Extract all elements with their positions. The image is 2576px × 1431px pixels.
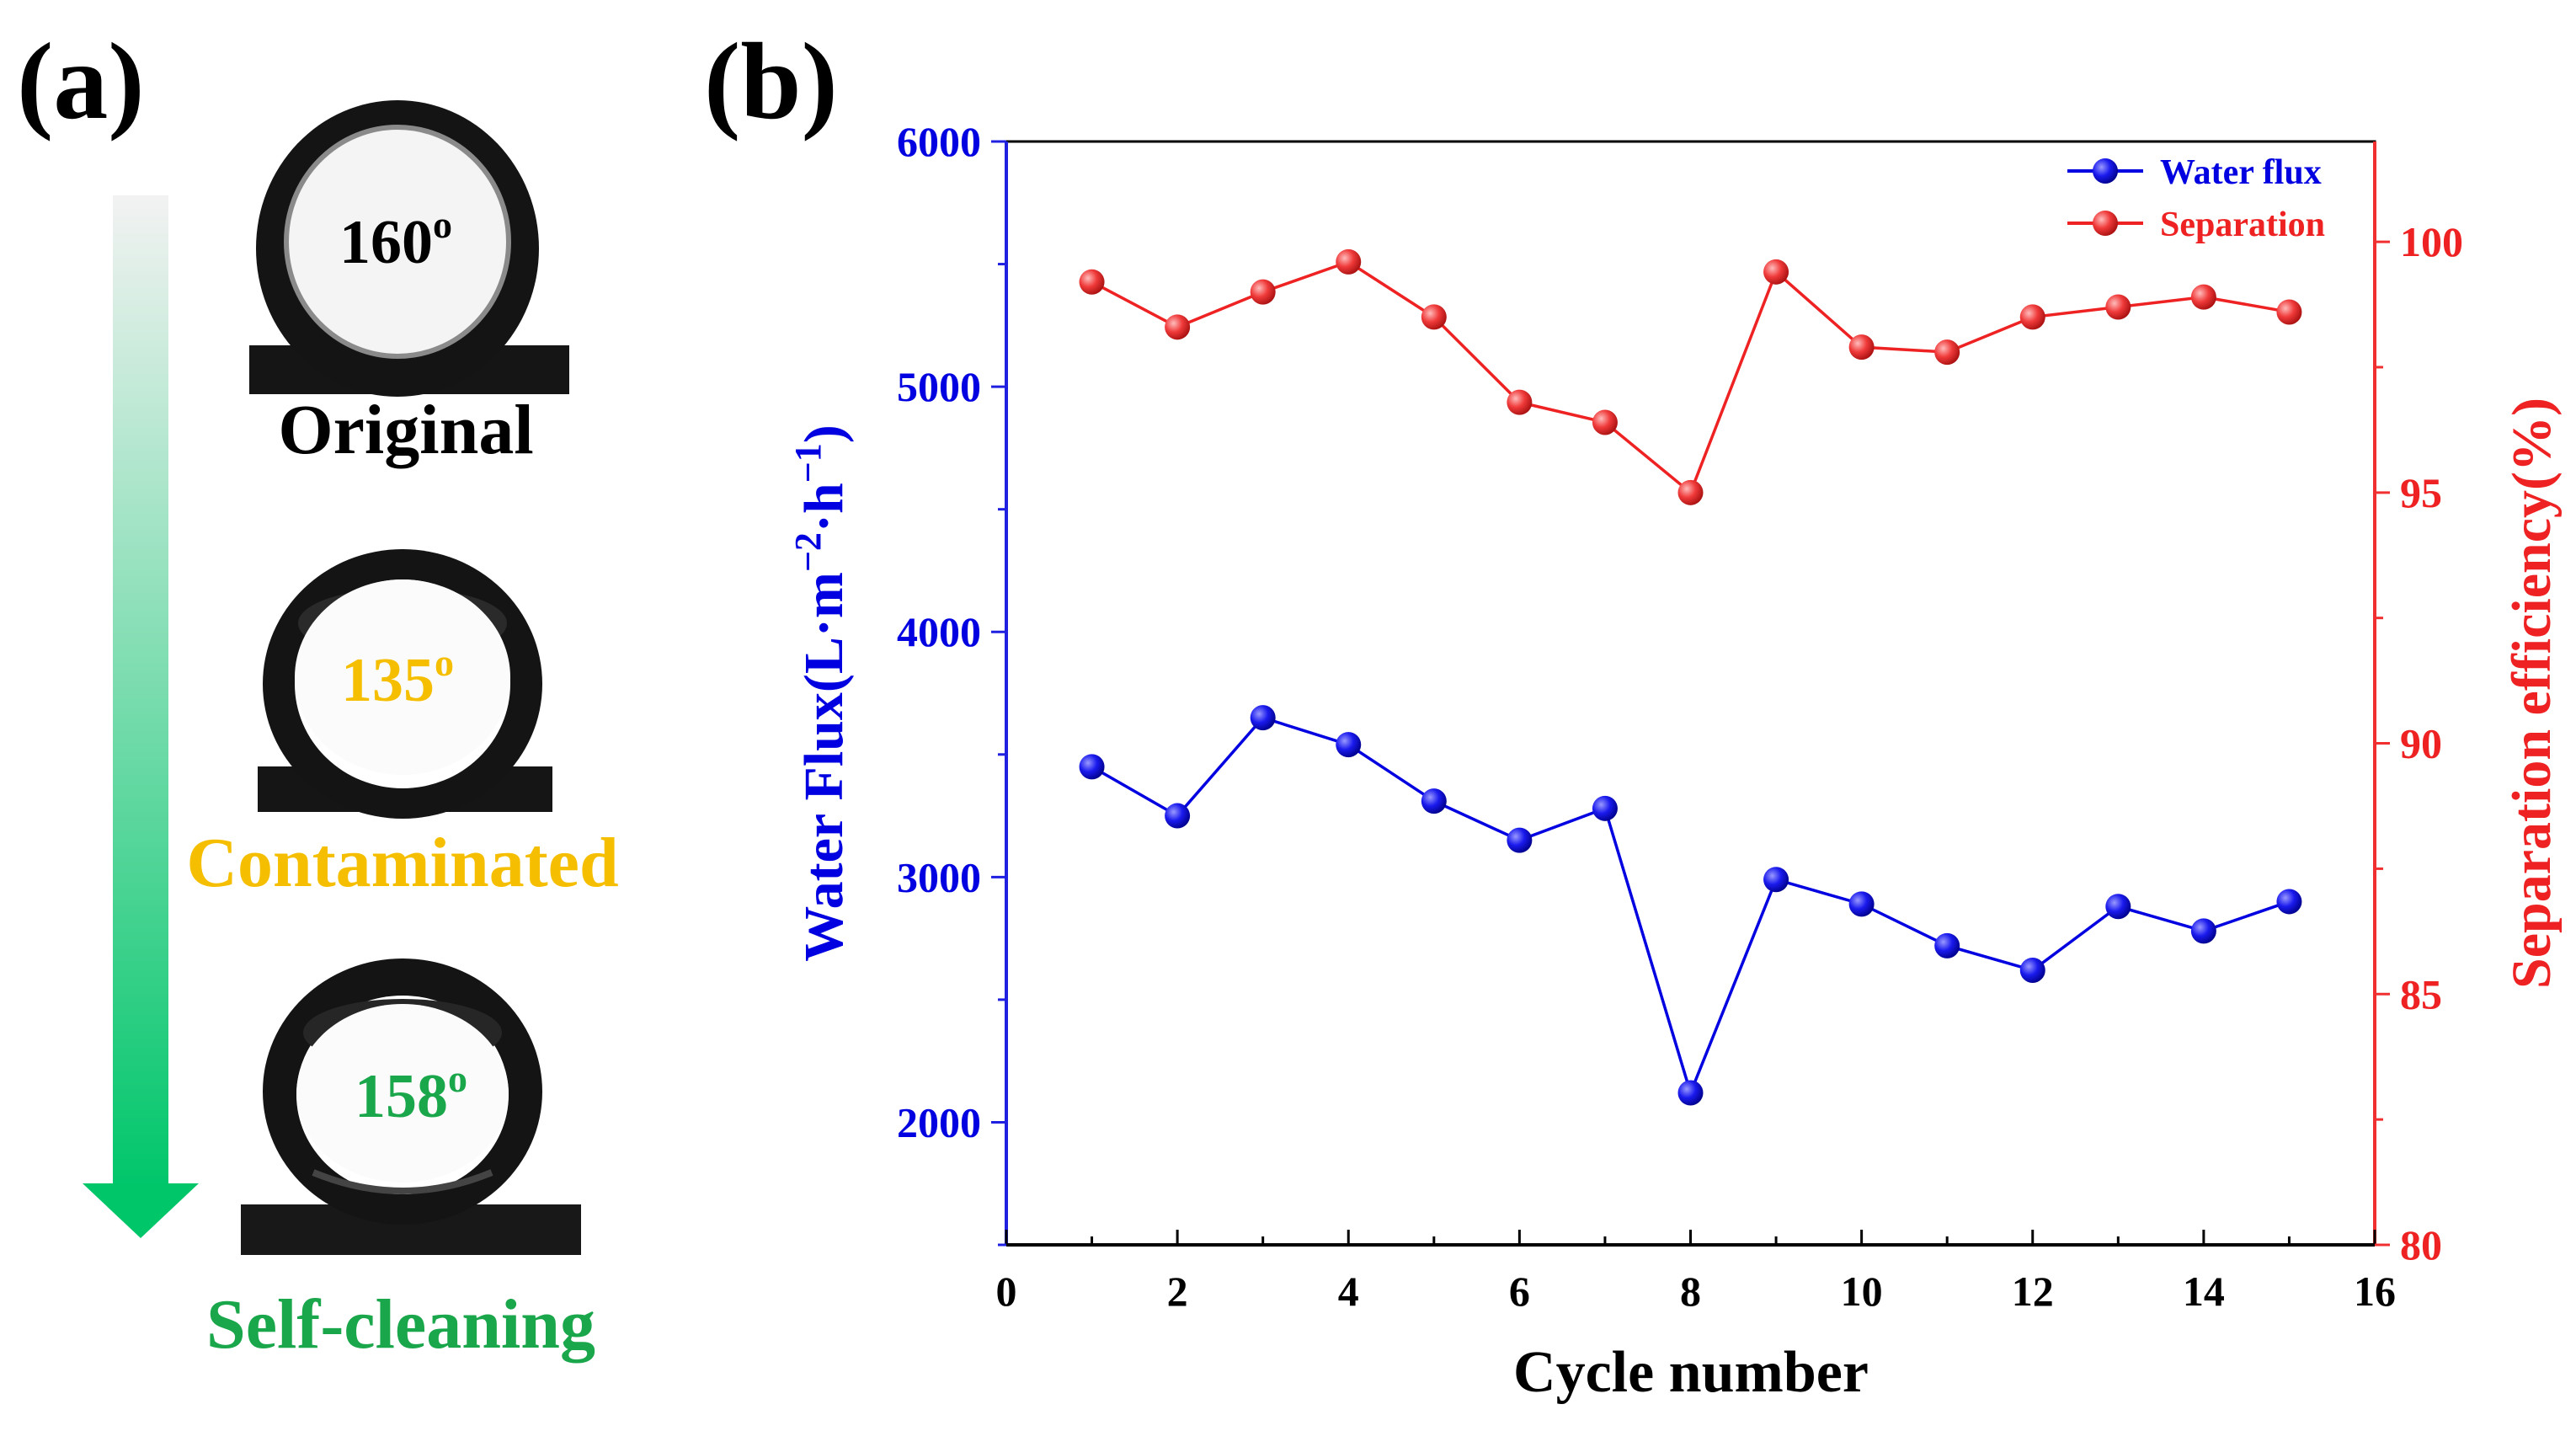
data-point-water-flux <box>1079 754 1105 780</box>
data-point-separation <box>1763 259 1789 285</box>
data-point-separation <box>1848 334 1875 360</box>
right-y-axis-ticks: 80 85 90 95 100 <box>2375 218 2463 1268</box>
right-y-tick-label: 80 <box>2400 1221 2442 1268</box>
data-point-separation <box>1165 314 1191 340</box>
x-tick-label: 6 <box>1509 1268 1530 1315</box>
right-y-tick-label: 100 <box>2400 218 2463 265</box>
panel-b: (b) 0 2 4 6 8 10 12 14 16 2000 3000 4000 5000 6000 8… <box>704 21 2563 1405</box>
left-y-tick-label: 6000 <box>897 118 981 165</box>
data-point-separation <box>1250 279 1276 305</box>
data-point-separation <box>1079 269 1105 295</box>
data-point-water-flux <box>1336 732 1362 758</box>
data-point-water-flux <box>1507 827 1533 853</box>
data-point-separation <box>1592 409 1618 435</box>
data-point-separation <box>1336 248 1362 275</box>
data-point-separation <box>2019 304 2045 330</box>
legend-label-water-flux: Water flux <box>2160 153 2322 192</box>
droplet-image-original <box>249 100 569 397</box>
series-lines <box>1091 259 2291 1097</box>
data-point-water-flux <box>1592 795 1618 821</box>
x-tick-label: 12 <box>2012 1268 2054 1315</box>
data-point-water-flux <box>1677 1080 1704 1106</box>
data-point-separation <box>2105 294 2131 320</box>
data-point-water-flux <box>2019 957 2045 983</box>
series-points <box>1079 248 2302 1106</box>
data-point-water-flux <box>1165 803 1191 829</box>
droplet-image-contaminated <box>258 549 552 819</box>
right-y-tick-label: 90 <box>2400 720 2442 767</box>
contact-angle-original: 160o <box>339 203 452 277</box>
data-point-water-flux <box>2105 894 2131 920</box>
right-y-axis-title: Separation efficiency(%) <box>2501 398 2563 989</box>
x-tick-label: 16 <box>2354 1268 2396 1315</box>
left-y-tick-label: 2000 <box>897 1098 981 1145</box>
data-point-separation <box>1421 304 1447 330</box>
panel-a: (a) 160o Original 135o Contaminated <box>17 21 619 1364</box>
left-y-tick-label: 4000 <box>897 608 981 655</box>
plot-frame <box>1005 140 2376 1247</box>
stage-caption-original: Original <box>278 391 533 469</box>
data-point-water-flux <box>1848 891 1875 917</box>
data-point-water-flux <box>1934 932 1960 958</box>
left-y-tick-label: 5000 <box>897 363 981 410</box>
data-point-water-flux <box>1250 705 1276 731</box>
right-y-tick-label: 95 <box>2400 469 2442 516</box>
process-arrow <box>83 195 199 1238</box>
data-point-separation <box>2190 284 2216 310</box>
x-axis-title: Cycle number <box>1513 1340 1869 1405</box>
contact-angle-self-cleaning: 158o <box>355 1057 467 1131</box>
panel-a-label: (a) <box>17 21 145 142</box>
x-tick-label: 8 <box>1680 1268 1701 1315</box>
data-point-water-flux <box>1763 867 1789 893</box>
x-tick-label: 4 <box>1338 1268 1359 1315</box>
legend: Water flux Separation <box>2067 153 2325 244</box>
data-point-separation <box>1677 479 1704 505</box>
legend-item-water-flux: Water flux <box>2067 153 2322 192</box>
data-point-separation <box>2276 299 2302 325</box>
left-y-tick-label: 3000 <box>897 853 981 900</box>
data-point-separation <box>1507 389 1533 415</box>
x-axis-ticks: 0 2 4 6 8 10 12 14 16 <box>996 1230 2396 1315</box>
chart-area: 0 2 4 6 8 10 12 14 16 2000 3000 4000 5000 6000 80 85 9… <box>787 118 2563 1405</box>
left-y-axis-ticks: 2000 3000 4000 5000 6000 <box>897 118 1006 1247</box>
stage-caption-self-cleaning: Self-cleaning <box>206 1285 595 1364</box>
x-tick-label: 10 <box>1841 1268 1883 1315</box>
legend-label-separation: Separation <box>2160 206 2325 244</box>
panel-b-label: (b) <box>704 21 838 142</box>
data-point-water-flux <box>2276 889 2302 915</box>
data-point-water-flux <box>2190 918 2216 944</box>
stage-caption-contaminated: Contaminated <box>186 824 618 902</box>
x-tick-label: 2 <box>1167 1268 1188 1315</box>
x-tick-label: 0 <box>996 1268 1017 1315</box>
legend-item-separation: Separation <box>2067 206 2325 244</box>
data-point-separation <box>1934 339 1960 366</box>
right-y-tick-label: 85 <box>2400 970 2442 1017</box>
contact-angle-contaminated: 135o <box>341 641 454 715</box>
droplet-image-self-cleaning <box>241 958 581 1255</box>
data-point-water-flux <box>1421 788 1447 814</box>
x-tick-label: 14 <box>2183 1268 2225 1315</box>
left-y-axis-title: Water Flux(L·m−2·h−1) <box>787 424 855 961</box>
